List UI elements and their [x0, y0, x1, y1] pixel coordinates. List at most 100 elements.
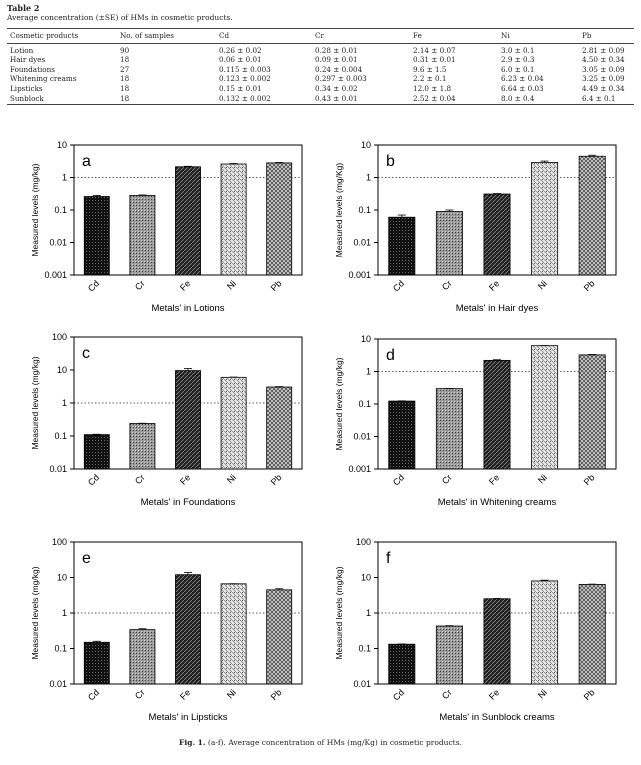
y-axis-label: Measured levels (mg/kg) [334, 566, 344, 659]
x-tick-label: Cr [133, 472, 147, 486]
x-tick-label: Fe [487, 278, 502, 293]
x-tick-label: Pb [582, 278, 597, 293]
x-tick-label: Cd [86, 278, 101, 293]
y-tick-label: 0.1 [358, 644, 371, 654]
table-caption: Average concentration (±SE) of HMs in co… [7, 13, 233, 22]
table-cell: 6.64 ± 0.03 [501, 83, 544, 93]
table-cell: 18 [120, 83, 130, 93]
table-header-cell: Ni [498, 28, 579, 44]
table-cell: 2.81 ± 0.09 [582, 45, 625, 55]
table-row: Whitening creams 18 0.123 ± 0.002 0.297 ± 0… [7, 74, 634, 84]
bar-cd [388, 216, 416, 276]
x-tick-label: Cr [133, 687, 147, 701]
y-tick-label: 100 [356, 537, 371, 547]
table-cell: 0.34 ± 0.02 [315, 83, 358, 93]
chart-panel-e: 0.01 0.1 1 10 100 Cd Cr Fe Ni Pb e Metals' in Lipst… [30, 537, 303, 723]
table-cell: 6.0 ± 0.1 [501, 64, 535, 74]
y-tick-label: 100 [52, 537, 67, 547]
table-row: Sunblock 18 0.132 ± 0.002 0.43 ± 0.01 2.52 ±… [7, 93, 634, 106]
table-cell: 12.0 ± 1.8 [413, 83, 452, 93]
y-axis-label: Measured levels (mg/Kg) [334, 163, 344, 258]
x-tick-label: Cd [86, 687, 101, 702]
x-tick-label: Fe [178, 472, 193, 487]
table-cell: 0.297 ± 0.003 [315, 74, 367, 84]
bar-pb [578, 155, 606, 276]
table-cell: 0.09 ± 0.01 [315, 55, 358, 65]
bar-cd [83, 434, 110, 470]
y-tick-label: 0.01 [353, 679, 371, 689]
x-tick-label: Pb [269, 278, 284, 293]
table-cell: 18 [120, 55, 130, 65]
panel-label: d [386, 347, 395, 364]
table-cell: 0.06 ± 0.01 [219, 55, 262, 65]
y-tick-label: 0.1 [358, 205, 371, 215]
bar-ni [531, 580, 559, 685]
chart-panel-c: 0.01 0.1 1 10 100 Cd Cr Fe Ni Pb c Metals' in Found… [30, 332, 303, 508]
x-tick-label: Ni [536, 687, 549, 700]
table-cell: 8.0 ± 0.4 [498, 93, 579, 106]
x-tick-label: Cr [440, 278, 454, 292]
bar-pb [266, 386, 293, 470]
bar-ni [220, 163, 247, 276]
table-cell: 2.52 ± 0.04 [410, 93, 498, 106]
table-cell: Sunblock [7, 93, 117, 106]
table-cell: 90 [120, 45, 130, 55]
x-tick-label: Pb [582, 687, 597, 702]
y-tick-label: 0.1 [54, 431, 67, 441]
table-cell: 3.05 ± 0.09 [582, 64, 625, 74]
x-tick-label: Cd [391, 472, 406, 487]
y-tick-label: 0.01 [353, 432, 371, 442]
y-tick-label: 100 [52, 332, 67, 342]
table-cell: 0.28 ± 0.01 [315, 45, 358, 55]
table-cell: Foundations [10, 64, 55, 74]
x-tick-label: Cr [133, 278, 147, 292]
table-cell: 6.23 ± 0.04 [501, 74, 544, 84]
bar-pb [266, 162, 293, 276]
panel-label: a [82, 153, 91, 170]
table-cell: 0.15 ± 0.01 [219, 83, 262, 93]
bar-cr [129, 629, 156, 685]
table-header-row: Cosmetic products No. of samples Cd Cr Fe Ni P… [7, 28, 634, 44]
y-tick-label: 0.001 [348, 270, 371, 280]
panel-label: b [386, 153, 395, 170]
table-header-cell: No. of samples [117, 28, 216, 44]
x-axis-label: Metals' in Whitening creams [438, 497, 557, 508]
bar-fe [175, 574, 201, 685]
table-row: Hair dyes 18 0.06 ± 0.01 0.09 ± 0.01 0.31 ± … [7, 55, 634, 65]
table-cell: Lipsticks [10, 83, 43, 93]
table-cell: 0.132 ± 0.002 [216, 93, 312, 106]
chart-panel-a: 0.001 0.01 0.1 1 10 Cd Cr Fe Ni Pb a Metals' in Lot… [30, 140, 303, 314]
table-cell: 18 [120, 74, 130, 84]
table-cell: Hair dyes [10, 55, 46, 65]
table-cell: 0.123 ± 0.002 [219, 74, 271, 84]
bar-fe [175, 166, 201, 276]
bar-fe [483, 598, 511, 685]
table-cell: 0.31 ± 0.01 [413, 55, 456, 65]
panel-label: f [386, 550, 391, 567]
table-header-cell: Pb [579, 28, 634, 44]
table-row: Foundations 27 0.115 ± 0.003 0.24 ± 0.004 9.… [7, 65, 634, 75]
table-cell: 0.43 ± 0.01 [312, 93, 410, 106]
bar-cd [388, 400, 416, 470]
table-cell: 0.115 ± 0.003 [219, 64, 271, 74]
y-tick-label: 0.001 [44, 270, 67, 280]
y-tick-label: 0.001 [348, 464, 371, 474]
x-tick-label: Ni [225, 278, 238, 291]
x-axis-label: Metals' in Lotions [151, 303, 224, 314]
y-axis-label: Measured levels (mg/kg) [30, 566, 40, 659]
x-tick-label: Fe [178, 687, 193, 702]
table-cell: 9.6 ± 1.5 [413, 64, 447, 74]
bar-ni [531, 162, 559, 276]
x-tick-label: Pb [582, 472, 597, 487]
y-tick-label: 1 [62, 173, 67, 183]
bar-pb [266, 589, 293, 685]
bar-fe [483, 359, 511, 470]
panel-label: c [82, 345, 90, 362]
y-tick-label: 10 [361, 573, 371, 583]
x-axis-label: Metals' in Foundations [141, 497, 236, 508]
bar-pb [578, 583, 606, 685]
x-axis-label: Metals' in Sunblock creams [439, 712, 555, 723]
figure-label: Fig. 1. [179, 738, 206, 747]
x-tick-label: Ni [225, 687, 238, 700]
bar-fe [175, 370, 201, 470]
